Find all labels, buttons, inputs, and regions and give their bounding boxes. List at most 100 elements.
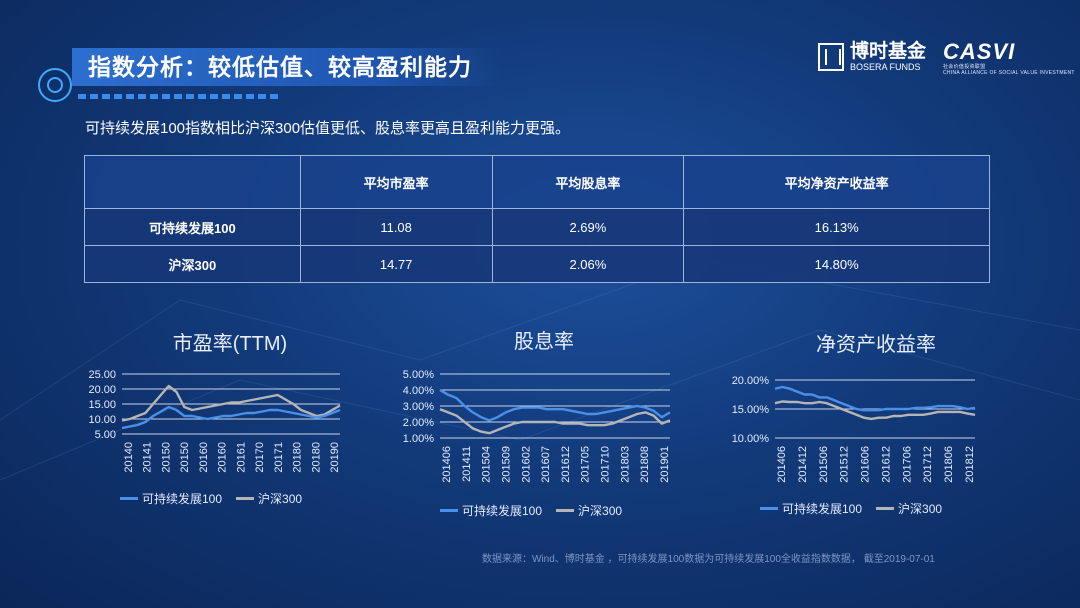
series-line-1: [439, 388, 671, 422]
y-tick-label: 10.00%: [732, 433, 770, 445]
x-tick-label: 20170: [254, 442, 266, 473]
x-tick-label: 201606: [860, 446, 872, 483]
summary-table: 平均市盈率 平均股息率 平均净资产收益率 可持续发展100 11.08 2.69…: [84, 155, 990, 283]
y-tick-label: 5.00%: [403, 369, 434, 381]
legend-label: 沪深300: [898, 502, 943, 516]
table-header-cell: 平均市盈率: [299, 155, 493, 209]
legend-swatch: [556, 509, 575, 512]
x-tick-label: 201710: [600, 446, 612, 483]
bosera-logo-en: BOSERA FUNDS: [850, 62, 921, 72]
legend-label: 可持续发展100: [462, 504, 543, 518]
x-tick-label: 20171: [273, 442, 285, 473]
y-tick-label: 10.00: [88, 414, 116, 426]
x-tick-label: 201406: [441, 446, 453, 483]
x-tick-label: 201812: [964, 446, 976, 483]
x-tick-label: 20150: [179, 442, 191, 473]
x-tick-label: 201712: [922, 446, 934, 483]
table-cell: 2.69%: [491, 208, 685, 246]
row-label: 可持续发展100: [84, 208, 301, 246]
y-tick-label: 25.00: [88, 369, 116, 381]
x-tick-label: 201808: [639, 446, 651, 483]
legend-swatch: [120, 497, 138, 500]
casvi-logo-word: CASVI: [943, 39, 1016, 64]
legend-label: 沪深300: [258, 492, 303, 506]
x-tick-label: 201512: [839, 446, 851, 483]
legend-label: 沪深300: [578, 504, 623, 518]
y-tick-label: 2.00%: [403, 417, 434, 429]
table-header-cell: 平均股息率: [491, 155, 685, 209]
dashed-divider: [78, 94, 278, 99]
x-tick-label: 201602: [520, 446, 532, 483]
chart-title-roe: 净资产收益率: [816, 334, 936, 356]
y-tick-label: 5.00: [95, 429, 116, 441]
x-tick-label: 20160: [217, 442, 229, 473]
chart-title-pe: 市盈率(TTM): [172, 333, 288, 355]
series-line-2: [439, 408, 671, 435]
legend-label: 可持续发展100: [782, 502, 863, 516]
x-tick-label: 20140: [123, 442, 135, 473]
x-tick-label: 201612: [560, 446, 572, 483]
bosera-logo-cn: 博时基金: [850, 41, 927, 62]
series-line-2: [121, 384, 341, 422]
row-label: 沪深300: [84, 245, 301, 283]
x-tick-label: 201803: [619, 446, 631, 483]
x-tick-label: 20160: [198, 442, 210, 473]
table-cell: 16.13%: [683, 208, 990, 246]
roe-chart-legend: 可持续发展100 沪深300: [760, 500, 942, 517]
x-tick-label: 201612: [880, 446, 892, 483]
chart-title-dy: 股息率: [514, 331, 574, 353]
legend-swatch: [236, 497, 255, 500]
x-tick-label: 20161: [235, 442, 247, 473]
table-header-row: 平均市盈率 平均股息率 平均净资产收益率: [84, 155, 990, 209]
x-tick-label: 201901: [659, 446, 671, 483]
x-tick-label: 20141: [142, 442, 154, 473]
pe-chart: 25.00 20.00 15.00 10.00 5.00 20140 20141 20150 2…: [70, 362, 360, 497]
legend-swatch: [876, 507, 895, 510]
x-tick-label: 20180: [292, 442, 304, 473]
page-title: 指数分析：较低估值、较高盈利能力: [88, 54, 472, 80]
table-row: 沪深300 14.77 2.06% 14.80%: [84, 245, 990, 283]
x-tick-label: 201705: [580, 446, 592, 483]
roe-chart: 20.00% 15.00% 10.00% 201406 201412 201506 2015…: [715, 368, 985, 503]
y-tick-label: 20.00: [88, 384, 116, 396]
casvi-logo-en: CHINA ALLIANCE OF SOCIAL VALUE INVESTMEN…: [943, 70, 1075, 76]
table-header-cell: 平均净资产收益率: [683, 155, 990, 209]
ring-icon: [38, 68, 72, 102]
y-tick-label: 15.00%: [732, 404, 770, 416]
x-tick-label: 201406: [776, 446, 788, 483]
title-bar: [72, 48, 502, 86]
legend-swatch: [440, 509, 458, 512]
x-tick-label: 201607: [540, 446, 552, 483]
x-tick-label: 20180: [310, 442, 322, 473]
bosera-logo: 博时基金 BOSERA FUNDS: [818, 42, 926, 72]
x-tick-label: 20150: [160, 442, 172, 473]
x-tick-label: 20190: [329, 442, 341, 473]
x-tick-label: 201412: [797, 446, 809, 483]
casvi-logo-cn: 社会价值投资联盟: [943, 64, 986, 70]
x-tick-label: 201506: [818, 446, 830, 483]
dy-chart-legend: 可持续发展100 沪深300: [440, 502, 622, 519]
table-cell: 11.08: [299, 208, 493, 246]
x-tick-label: 201509: [500, 446, 512, 483]
table-cell: 2.06%: [491, 245, 685, 283]
table-cell: 14.77: [299, 245, 493, 283]
legend-label: 可持续发展100: [142, 492, 223, 506]
y-tick-label: 1.00%: [403, 433, 434, 445]
x-tick-label: 201504: [481, 446, 493, 483]
dy-chart: 5.00% 4.00% 3.00% 2.00% 1.00% 201406 201411 201…: [380, 362, 680, 507]
y-tick-label: 15.00: [88, 399, 116, 411]
table-row: 可持续发展100 11.08 2.69% 16.13%: [84, 208, 990, 246]
series-line-1: [121, 405, 341, 430]
table-header-cell: [84, 155, 301, 209]
table-cell: 14.80%: [683, 245, 990, 283]
x-tick-label: 201706: [901, 446, 913, 483]
y-tick-label: 20.00%: [732, 375, 770, 387]
series-line-1: [774, 385, 976, 412]
y-tick-label: 4.00%: [403, 385, 434, 397]
series-line-2: [774, 400, 976, 421]
data-source-note: 数据来源：Wind、博时基金 ，可持续发展100数据为可持续发展100全收益指数…: [482, 554, 935, 565]
bosera-mark-icon: [818, 43, 844, 71]
legend-swatch: [760, 507, 778, 510]
x-tick-label: 201411: [461, 446, 473, 482]
pe-chart-legend: 可持续发展100 沪深300: [120, 490, 302, 507]
